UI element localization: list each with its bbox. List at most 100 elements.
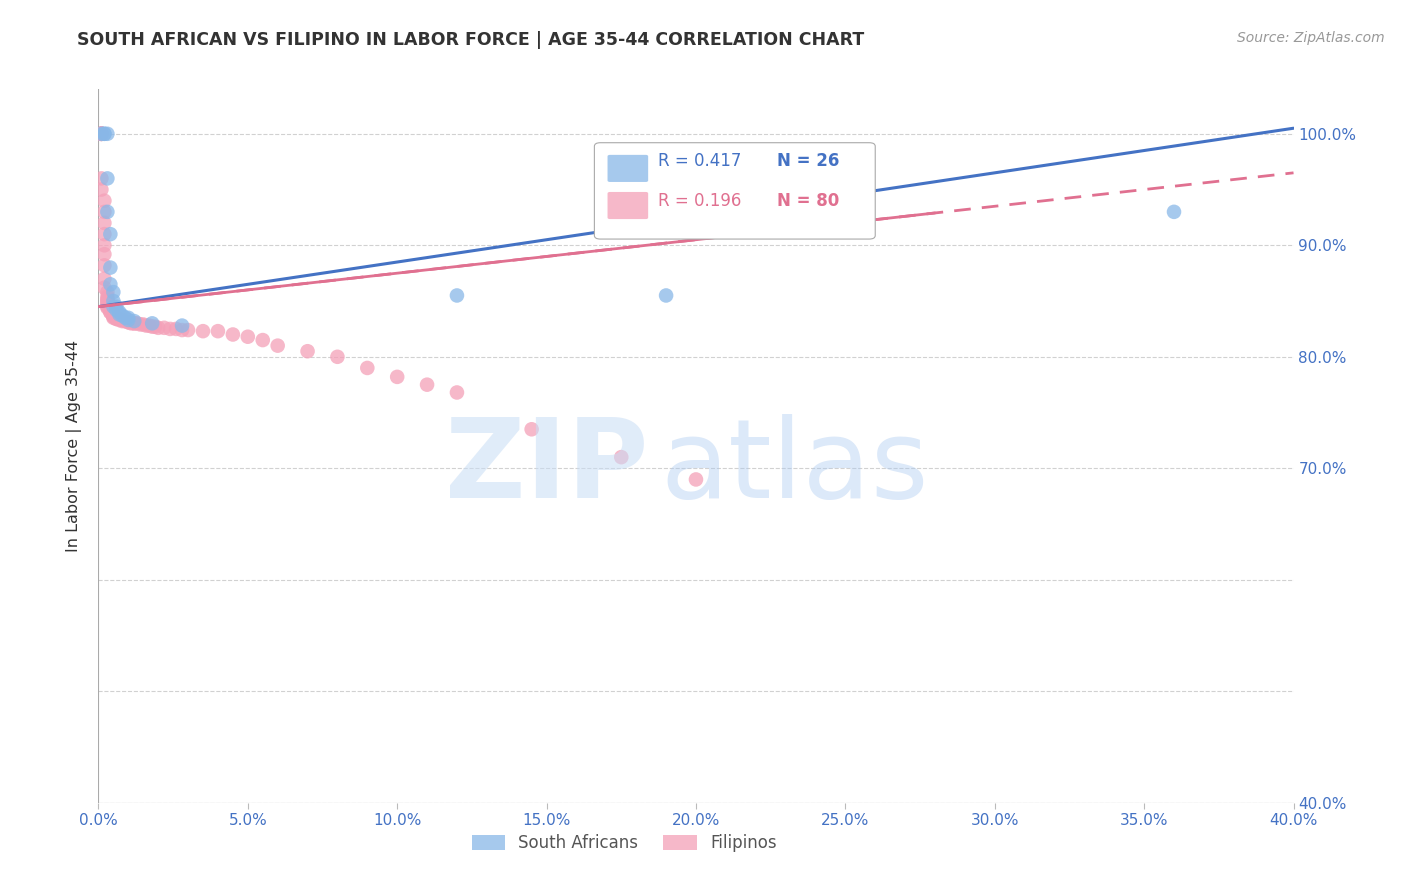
Point (90, 127, 112, 141)
Point (108, 311, 131, 326)
Point (207, 324, 229, 338)
Point (96, 293, 118, 308)
Point (135, 318, 157, 333)
Legend: South Africans, Filipinos: South Africans, Filipinos (465, 828, 783, 859)
Point (98, 227, 122, 241)
Point (96, 285, 118, 299)
Point (108, 313, 131, 327)
Point (446, 288, 468, 302)
Point (141, 316, 163, 330)
Point (297, 344, 319, 359)
Point (172, 318, 194, 333)
Point (105, 310, 128, 325)
Point (98, 277, 122, 292)
Point (356, 360, 378, 375)
Point (117, 310, 139, 325)
Point (108, 307, 131, 322)
Text: Source: ZipAtlas.com: Source: ZipAtlas.com (1237, 31, 1385, 45)
Text: ZIP: ZIP (444, 414, 648, 521)
Text: N = 26: N = 26 (778, 152, 839, 169)
Point (93, 271, 115, 285)
Point (103, 285, 125, 299)
Point (111, 314, 134, 328)
Point (129, 318, 152, 332)
Point (385, 369, 409, 384)
Text: SOUTH AFRICAN VS FILIPINO IN LABOR FORCE | AGE 35-44 CORRELATION CHART: SOUTH AFRICAN VS FILIPINO IN LABOR FORCE… (77, 31, 865, 49)
Point (93, 127, 115, 141)
Point (120, 316, 142, 330)
Point (148, 320, 170, 334)
FancyBboxPatch shape (607, 192, 648, 219)
Point (96, 301, 118, 315)
Point (98, 305, 122, 319)
Point (520, 422, 543, 436)
Point (98, 303, 122, 318)
Point (96, 300, 118, 314)
Point (111, 313, 134, 327)
Point (90, 127, 112, 141)
Point (93, 204, 115, 219)
Point (685, 473, 707, 487)
Point (98, 260, 122, 275)
Point (93, 238, 115, 252)
Point (124, 316, 146, 330)
Point (416, 377, 439, 392)
Point (90, 127, 112, 141)
Text: R = 0.417: R = 0.417 (658, 152, 741, 169)
Point (93, 247, 115, 261)
Point (124, 314, 146, 328)
Point (143, 319, 166, 334)
Point (90, 127, 112, 141)
Text: N = 80: N = 80 (778, 192, 839, 210)
Point (267, 338, 290, 352)
Point (103, 306, 125, 320)
Point (103, 300, 125, 314)
Point (98, 301, 122, 316)
Point (90, 127, 112, 141)
Point (93, 280, 115, 294)
Point (96, 296, 118, 310)
Point (114, 310, 136, 325)
Point (90, 127, 112, 141)
Point (103, 307, 125, 322)
Point (98, 305, 122, 319)
Point (446, 385, 468, 400)
Point (93, 127, 115, 141)
Point (93, 227, 115, 241)
Point (111, 309, 134, 323)
Point (90, 127, 112, 141)
Point (172, 323, 194, 337)
Text: R = 0.196: R = 0.196 (658, 192, 741, 210)
Point (222, 327, 245, 342)
Point (96, 204, 118, 219)
Point (177, 323, 200, 337)
Point (127, 316, 149, 330)
Point (610, 450, 633, 465)
Point (114, 314, 136, 328)
Point (236, 330, 259, 344)
Point (96, 292, 118, 306)
Point (103, 310, 125, 325)
Point (90, 127, 112, 141)
Point (105, 311, 128, 326)
Point (93, 194, 115, 208)
FancyBboxPatch shape (595, 143, 876, 239)
FancyBboxPatch shape (607, 155, 648, 182)
Point (326, 350, 349, 364)
Point (138, 318, 160, 333)
Point (90, 182, 112, 196)
Point (96, 127, 118, 141)
Point (103, 293, 125, 308)
Point (655, 288, 678, 302)
Y-axis label: In Labor Force | Age 35-44: In Labor Force | Age 35-44 (66, 340, 83, 552)
Point (124, 316, 146, 330)
Point (90, 127, 112, 141)
Point (103, 309, 125, 323)
Point (96, 289, 118, 303)
Point (105, 311, 128, 326)
Point (96, 298, 118, 313)
Point (96, 293, 118, 308)
Point (165, 322, 187, 336)
Point (132, 318, 155, 332)
Point (93, 216, 115, 230)
